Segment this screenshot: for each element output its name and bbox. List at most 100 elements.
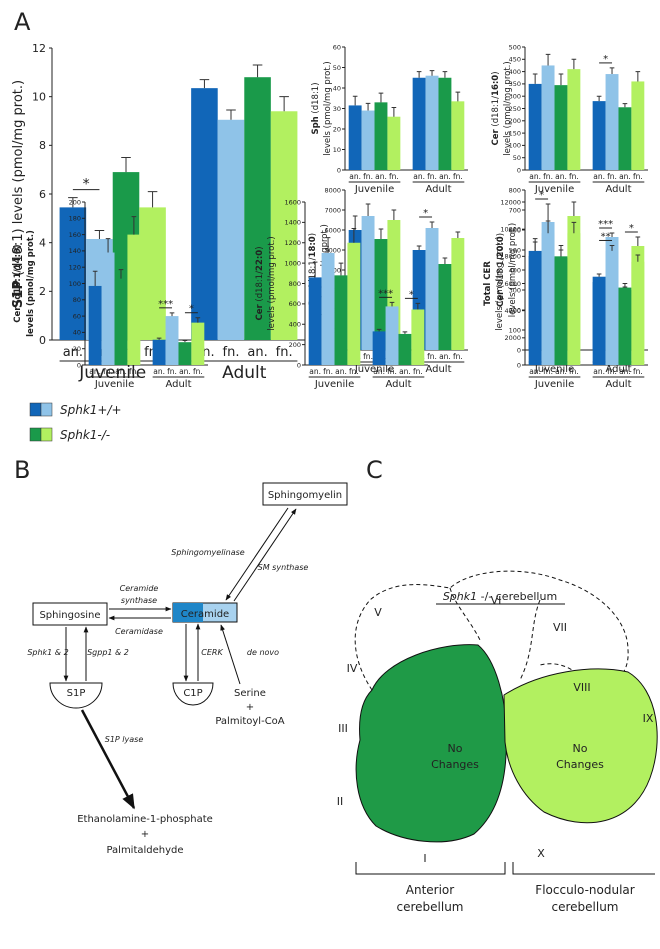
area-label: Anterior [406,883,455,897]
y-axis-label: Cer (d18:1/14:0) [13,244,23,323]
bar [349,105,362,170]
significance-label: *** [158,299,173,310]
x-tick-label: fn. [427,172,437,181]
x-tick-label: fn. [167,367,177,376]
error-bar [443,72,448,78]
bar [618,288,631,365]
bar [567,233,580,365]
bar [555,85,568,170]
y-axis-label: levels (pmol/mg prot.) [267,236,277,330]
x-tick-label: fn. [453,172,463,181]
y-tick-label: 800 [289,280,301,288]
x-tick-label: an. [593,367,605,376]
lobule-label: V [374,606,382,619]
y-tick-label: 50 [513,154,521,162]
y-tick-label: 140 [69,247,81,255]
group-label: Adult [425,184,451,195]
bar [335,275,348,365]
error-bar [456,232,461,238]
x-tick-label: fn. [633,367,643,376]
pathway-diagram: Sphingomyelin Sphingosine Ceramide S1P C… [27,483,347,856]
enzyme-label: de novo [247,648,279,657]
bar [438,78,451,170]
bar [373,331,386,365]
x-tick-label: fn. [543,172,553,181]
y-axis-label-part: Total CER [483,261,493,306]
bar [387,117,400,170]
x-tick-label: an. [593,172,605,181]
lobule-label: IX [643,712,654,725]
x-tick-label: fn. [569,367,579,376]
bar [309,277,322,365]
panel-label: B [14,456,30,484]
y-axis-label-part: levels (pmol/mg prot.) [323,61,333,155]
x-tick-label: fn. [633,172,643,181]
node-label: Sphingomyelin [268,490,342,501]
bar [322,253,335,365]
y-tick-label: 4 [39,237,46,250]
significance-label: ** [601,231,611,242]
error-bar [546,54,551,65]
error-bar [226,110,236,120]
bar [426,76,439,170]
y-tick-label: 180 [69,215,81,223]
error-bar [636,237,641,246]
x-tick-label: an. [349,172,361,181]
error-bar [572,59,577,69]
error-bar [366,204,371,216]
x-tick-label: fn. [349,367,359,376]
y-tick-label: 20 [73,345,81,353]
bar [398,334,411,365]
error-bar [366,103,371,110]
bar [413,78,426,170]
x-tick-label: an. [399,367,411,376]
page: {"panel_labels":["A","B","C"], "chart_da… [0,0,660,949]
x-tick-label: an. [153,367,165,376]
lobule-label: VI [491,594,502,607]
y-tick-label: 8000 [504,253,521,261]
panel-label: C [366,456,383,484]
x-tick-label: an. [555,367,567,376]
enzyme-label: Ceramidase [115,627,163,636]
y-axis-label-part: levels (pmol/mg prot.) [508,223,518,317]
error-bar [170,313,175,316]
error-bar [572,202,577,216]
error-bar [183,341,188,343]
error-bar [121,158,131,173]
node-label: C1P [183,688,202,699]
y-tick-label: 2000 [504,334,521,342]
bar [542,233,555,365]
y-tick-label: 200 [289,341,301,349]
y-tick-label: 2 [39,285,46,298]
bar [362,111,375,170]
significance-label: * [603,54,608,65]
bar [178,342,191,365]
x-tick-label: an. [335,367,347,376]
x-tick-label: an. [413,172,425,181]
y-tick-label: 1400 [284,219,301,227]
y-tick-label: 0 [517,361,521,369]
significance-label: * [409,289,414,300]
error-bar [533,239,538,251]
bar [166,316,179,365]
y-axis-label-part: Cer [255,304,265,321]
y-axis-label-part: Cer (d18:1/14:0) [13,244,23,323]
x-tick-label: fn. [413,367,423,376]
legend-swatch [41,428,52,441]
bar [191,323,204,365]
y-tick-label: 1600 [284,198,301,206]
node-label: + [141,829,149,840]
group-label: Adult [385,379,411,390]
bar [362,216,375,350]
bar [191,88,218,340]
y-tick-label: 6000 [504,280,521,288]
area-label: cerebellum [552,900,619,914]
y-axis-label-part: 22:0 [255,250,265,271]
bar [139,207,166,340]
node-label: Palmitaldehyde [106,845,183,856]
node-label: Ceramide [181,609,229,620]
y-tick-label: 7000 [324,206,341,214]
lobule-label: VIII [573,681,590,694]
significance-label: *** [378,288,393,299]
bar [451,101,464,170]
